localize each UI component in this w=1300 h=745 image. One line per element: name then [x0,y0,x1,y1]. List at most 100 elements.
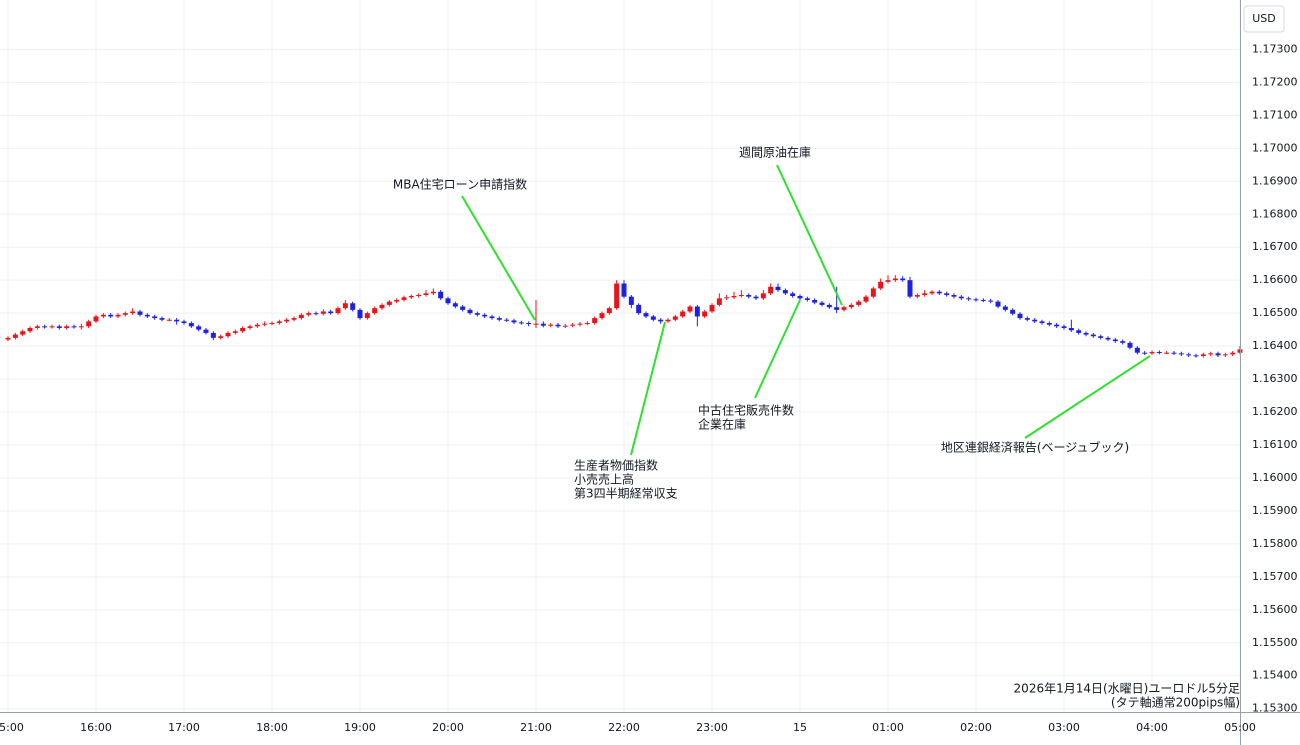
candle-body [247,326,253,328]
y-tick-label: 1.16300 [1252,372,1298,385]
candle-body [1039,321,1045,324]
candle-body [907,280,913,297]
candle-body [1134,347,1140,353]
candle-body [1193,355,1199,357]
candle-body [423,293,429,296]
candle-body [159,318,165,320]
x-tick-label: 05:00 [1224,721,1256,734]
currency-box [1243,5,1285,33]
annotation-leader [754,299,801,399]
candle-body [416,295,422,297]
candle-body [1164,352,1170,354]
annotation-text: 地区連銀経済報告(ベージュブック) [941,440,1129,455]
candle-body [438,291,444,299]
candle-body [386,301,392,305]
candle-body [709,304,715,312]
candle-body [584,323,590,325]
y-tick-label: 1.15600 [1252,603,1298,616]
annotation-leader [1024,355,1151,439]
candle-body [540,323,546,326]
candle-body [496,318,502,320]
candle-body [988,300,994,302]
candle-body [1024,318,1030,320]
candle-body [548,324,554,326]
candle-body [1142,352,1148,354]
candle-body [973,299,979,301]
candle-body [562,325,568,327]
candle-body [232,331,238,333]
candle-body [870,288,876,297]
candle-body [78,326,84,328]
candle-body [5,337,11,340]
candle-body [1032,319,1038,322]
candle-body [269,323,275,325]
candle-body [650,316,656,320]
candle-body [166,319,172,321]
candle-body [1054,324,1060,327]
candle-body [1090,334,1096,337]
candle-body [1178,353,1184,355]
candle-body [335,308,341,314]
candle-body [1230,352,1236,355]
y-tick-label: 1.16600 [1252,273,1298,286]
candle-body [320,311,326,314]
candle-body [716,298,722,305]
candle-body [1068,327,1074,331]
candle-body [643,313,649,317]
candle-body [687,306,693,312]
candles [5,275,1243,358]
candle-body [966,298,972,300]
candle-body [42,326,48,328]
candle-body [804,298,810,300]
candle-body [863,296,869,302]
candle-body [826,304,832,308]
candle-body [49,326,55,328]
candle-body [379,304,385,309]
candle-body [27,327,33,332]
x-tick-label: 19:00 [344,721,376,734]
candle-body [1127,342,1133,348]
candle-body [636,304,642,314]
candle-body [724,297,730,299]
candle-body [1120,341,1126,343]
x-tick-label: 17:00 [168,721,200,734]
candle-body [951,295,957,297]
candle-body [64,326,70,328]
candle-body [225,332,231,337]
candle-body [936,291,942,294]
candle-body [1171,352,1177,354]
candle-body [262,323,268,325]
annotation-leader [630,321,666,456]
y-tick-label: 1.17100 [1252,108,1298,121]
candle-body [672,316,678,320]
candle-body [210,332,216,338]
candle-body [430,291,436,294]
candle-body [196,326,202,330]
candle-body [1061,326,1067,328]
x-tick-label: 21:00 [520,721,552,734]
annotation-text: MBA住宅ローン申請指数 [393,177,527,192]
candle-body [408,296,414,298]
candle-body [284,319,290,322]
candle-body [12,334,18,338]
annotation-text: 週間原油在庫 [739,146,811,160]
candle-body [885,280,891,282]
candle-body [614,283,620,309]
x-tick-label: 02:00 [960,721,992,734]
candle-body [621,283,627,297]
y-tick-label: 1.15800 [1252,537,1298,550]
candle-body [489,316,495,319]
y-tick-label: 1.17000 [1252,141,1298,154]
candle-body [291,318,297,320]
candle-body [313,313,319,315]
candle-body [1112,339,1118,342]
candle-body [1098,336,1104,338]
candle-body [364,313,370,319]
candle-body [995,301,1001,307]
candle-body [680,311,686,317]
y-tick-label: 1.15300 [1252,702,1298,715]
y-tick-label: 1.15500 [1252,636,1298,649]
